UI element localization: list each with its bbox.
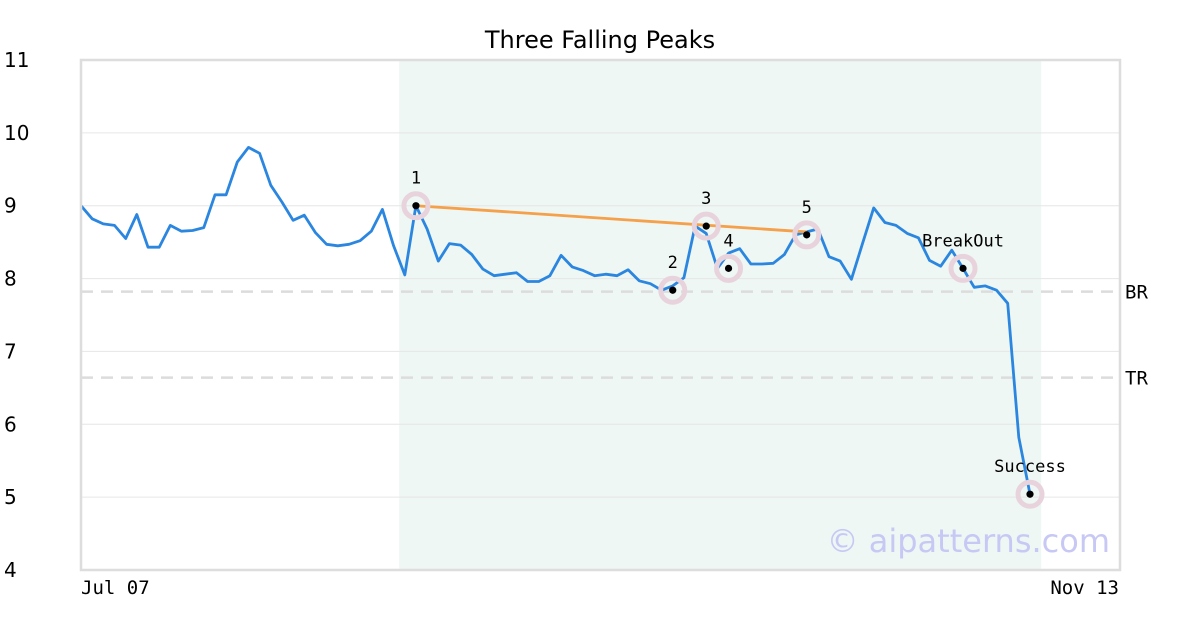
- chart-title: Three Falling Peaks: [484, 26, 715, 54]
- point-marker-ring: [792, 220, 822, 250]
- level-label: TR: [1125, 368, 1148, 390]
- point-marker-ring: [401, 191, 431, 221]
- peak-trendline: [415, 204, 807, 234]
- point-label: 2: [668, 253, 678, 273]
- point-label: BreakOut: [922, 231, 1004, 251]
- point-label: 4: [723, 231, 733, 251]
- x-tick-label-start: Jul 07: [81, 577, 150, 599]
- point-marker-ring: [691, 211, 721, 241]
- point-label: 1: [411, 169, 421, 189]
- point-marker: [702, 222, 710, 230]
- y-tick-label: 9: [4, 194, 17, 218]
- point-label: Success: [994, 457, 1066, 477]
- point-marker: [724, 264, 733, 272]
- level-label: BR: [1125, 282, 1148, 304]
- y-tick-label: 4: [4, 558, 17, 582]
- point-marker: [1026, 490, 1034, 498]
- y-tick-label: 8: [4, 267, 17, 291]
- point-marker-ring: [948, 253, 978, 283]
- y-tick-label: 11: [4, 48, 29, 72]
- gridlines: [81, 132, 1120, 498]
- point-marker: [669, 286, 677, 294]
- point-marker-ring: [714, 253, 744, 283]
- y-tick-label: 6: [4, 412, 17, 436]
- point-label: 3: [701, 189, 711, 209]
- point-marker: [412, 202, 420, 210]
- y-tick-label: 7: [4, 339, 17, 363]
- plot-frame: [79, 58, 1122, 572]
- x-tick-label-end: Nov 13: [1050, 577, 1119, 599]
- shaded-pattern-region: [399, 60, 1042, 570]
- watermark: © aipatterns.com: [827, 522, 1110, 560]
- point-marker-ring: [658, 275, 688, 305]
- point-marker: [959, 264, 967, 272]
- price-series-line: [79, 145, 1032, 495]
- point-label: 5: [802, 198, 812, 218]
- horizontal-levels: BR TR: [81, 282, 1148, 390]
- point-marker: [803, 231, 811, 239]
- pattern-points: 1 2 3 4 5 BreakOut Success: [401, 169, 1066, 509]
- y-tick-label: 10: [4, 121, 29, 145]
- y-axis-ticks: 11 10 9 8 7 6 5 4: [4, 48, 29, 582]
- point-marker-ring: [1015, 479, 1045, 509]
- y-tick-label: 5: [4, 485, 17, 509]
